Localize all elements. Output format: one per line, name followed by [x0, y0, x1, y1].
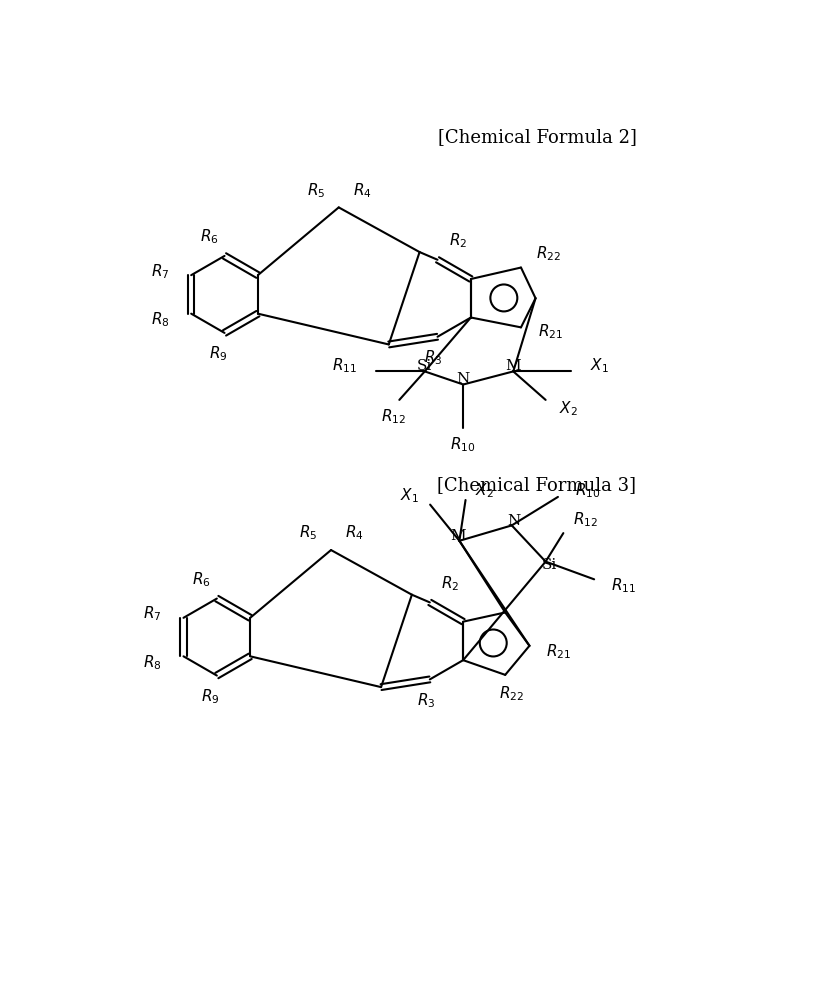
Text: $X_2$: $X_2$: [559, 400, 578, 418]
Text: $R_{10}$: $R_{10}$: [575, 481, 601, 500]
Text: $R_2$: $R_2$: [449, 231, 467, 250]
Text: $X_1$: $X_1$: [590, 356, 609, 375]
Text: $R_{10}$: $R_{10}$: [450, 435, 476, 454]
Text: $R_8$: $R_8$: [151, 311, 170, 330]
Text: $R_{22}$: $R_{22}$: [536, 244, 562, 263]
Text: Si: Si: [542, 558, 557, 572]
Text: $R_2$: $R_2$: [441, 574, 460, 592]
Text: $R_3$: $R_3$: [417, 691, 436, 709]
Text: $R_9$: $R_9$: [209, 344, 228, 363]
Text: $R_{12}$: $R_{12}$: [380, 407, 406, 426]
Text: $R_7$: $R_7$: [144, 604, 162, 623]
Text: $R_6$: $R_6$: [200, 227, 219, 246]
Text: [Chemical Formula 3]: [Chemical Formula 3]: [437, 475, 637, 494]
Text: $R_6$: $R_6$: [192, 570, 210, 588]
Text: $R_5$: $R_5$: [299, 523, 317, 542]
Text: $R_7$: $R_7$: [151, 262, 170, 280]
Text: $R_4$: $R_4$: [352, 181, 371, 200]
Text: $X_2$: $X_2$: [475, 481, 493, 500]
Text: $R_{11}$: $R_{11}$: [611, 576, 636, 594]
Text: M: M: [506, 359, 521, 373]
Text: $R_3$: $R_3$: [424, 348, 443, 367]
Text: Si: Si: [417, 359, 432, 373]
Text: $R_{12}$: $R_{12}$: [573, 510, 597, 528]
Text: [Chemical Formula 2]: [Chemical Formula 2]: [437, 128, 637, 146]
Text: $R_9$: $R_9$: [201, 687, 220, 706]
Text: $R_5$: $R_5$: [307, 181, 325, 200]
Text: M: M: [450, 529, 465, 543]
Text: N: N: [456, 372, 470, 386]
Text: $R_{11}$: $R_{11}$: [332, 356, 357, 375]
Text: $X_1$: $X_1$: [400, 486, 418, 505]
Text: $R_8$: $R_8$: [144, 653, 162, 672]
Text: $R_{22}$: $R_{22}$: [499, 685, 524, 704]
Text: N: N: [507, 514, 521, 527]
Text: $R_4$: $R_4$: [345, 523, 364, 542]
Text: $R_{21}$: $R_{21}$: [538, 322, 563, 340]
Text: $R_{21}$: $R_{21}$: [546, 643, 572, 661]
